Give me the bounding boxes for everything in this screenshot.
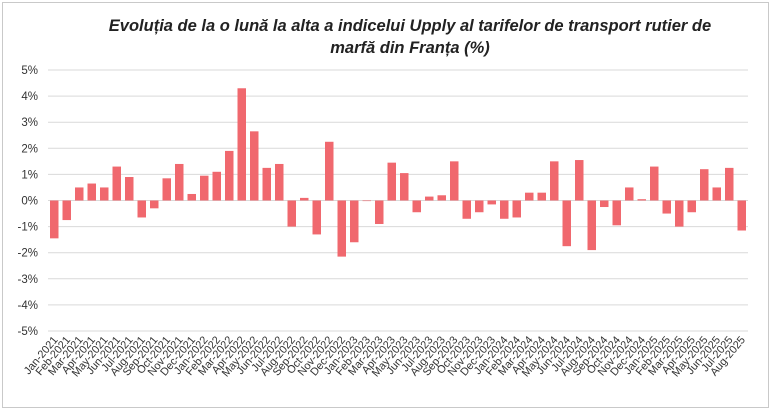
bar: [375, 200, 384, 224]
bar: [462, 200, 471, 219]
bar: [625, 187, 634, 201]
bar: [250, 131, 259, 201]
bar: [162, 178, 171, 201]
bar: [87, 183, 96, 201]
y-tick-label: 5%: [21, 65, 38, 77]
bar: [175, 163, 184, 201]
bar: [237, 88, 246, 201]
bar: [350, 200, 359, 243]
bar: [225, 150, 234, 201]
bar: [537, 192, 546, 201]
bar: [475, 200, 484, 213]
bar: [650, 166, 659, 201]
bar: [425, 196, 434, 201]
y-tick-label: 0%: [21, 196, 38, 208]
bar: [112, 166, 121, 201]
bar: [575, 160, 584, 201]
bar: [562, 200, 571, 247]
bar: [262, 167, 271, 201]
bar: [450, 161, 459, 201]
bar: [400, 173, 409, 201]
bar: [637, 199, 646, 201]
bar: [75, 187, 84, 201]
bar: [125, 177, 134, 201]
bar: [500, 200, 509, 219]
y-tick-label: 1%: [21, 169, 38, 181]
bar: [700, 169, 709, 201]
bar: [137, 200, 146, 218]
bar: [412, 200, 421, 213]
bar: [512, 200, 521, 218]
y-tick-label: -4%: [18, 300, 38, 312]
bar: [550, 161, 559, 201]
y-tick-label: -5%: [18, 326, 38, 338]
bar: [312, 200, 321, 235]
bar: [587, 200, 596, 251]
bar: [300, 197, 309, 201]
bar: [387, 162, 396, 201]
bar: [275, 163, 284, 201]
bar: [675, 200, 684, 227]
bar: [712, 187, 721, 201]
bar: [487, 200, 496, 205]
y-tick-label: -1%: [18, 222, 38, 234]
y-tick-label: -2%: [18, 248, 38, 260]
bar: [600, 200, 609, 208]
bar: [50, 200, 59, 239]
bar: [612, 200, 621, 226]
y-tick-label: 4%: [21, 91, 38, 103]
bar: [362, 200, 371, 202]
y-tick-label: 3%: [21, 117, 38, 129]
y-tick-label: 2%: [21, 143, 38, 155]
y-tick-label: -3%: [18, 274, 38, 286]
bar: [100, 187, 109, 201]
bar: [437, 195, 446, 201]
bar: [687, 200, 696, 213]
bar: [662, 200, 671, 214]
bar: [737, 200, 746, 231]
bar: [150, 200, 159, 209]
bar: [187, 193, 196, 201]
bar: [325, 141, 334, 201]
bar: [212, 171, 221, 201]
chart-title: Evoluția de la o lună la alta a indicelu…: [108, 17, 712, 57]
bar: [725, 167, 734, 201]
bar: [62, 200, 71, 221]
bar: [200, 175, 209, 201]
bar: [287, 200, 296, 227]
bar: [337, 200, 346, 257]
bar: [525, 192, 534, 201]
